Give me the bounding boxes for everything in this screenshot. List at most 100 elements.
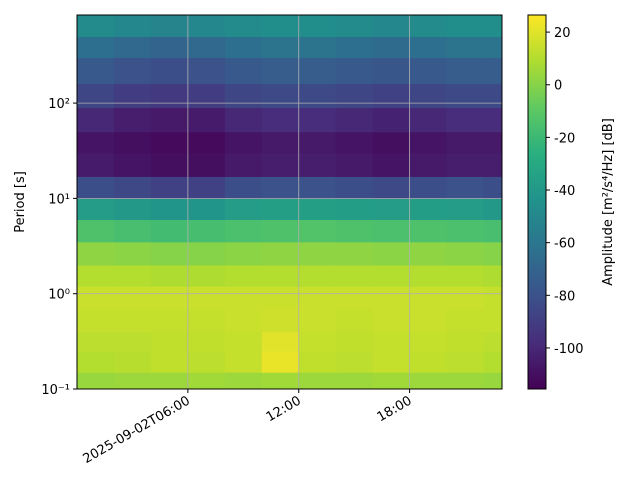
colorbar-tick-label: -100 — [554, 342, 584, 357]
cell — [150, 286, 189, 309]
cell — [335, 219, 374, 243]
cell — [77, 351, 115, 373]
cell — [298, 351, 337, 373]
cell — [187, 83, 226, 108]
cell — [298, 131, 337, 154]
cell — [335, 57, 374, 85]
cell — [483, 265, 503, 287]
cell — [224, 351, 263, 373]
cell — [113, 219, 152, 243]
cell — [483, 131, 503, 154]
cell — [335, 351, 374, 373]
cell — [298, 152, 337, 177]
cell — [446, 152, 485, 177]
cell — [187, 241, 226, 266]
cell — [409, 331, 448, 352]
cell — [113, 241, 152, 266]
cell — [483, 176, 503, 199]
cell — [261, 152, 300, 177]
cell — [150, 176, 189, 199]
cell — [150, 308, 189, 333]
cell — [298, 15, 337, 37]
cell — [77, 83, 115, 108]
cell — [298, 198, 337, 221]
cell — [483, 286, 503, 309]
cell — [409, 351, 448, 373]
cell — [224, 265, 263, 287]
colorbar-tick-label: -20 — [554, 131, 575, 146]
cell — [150, 83, 189, 108]
cell — [261, 131, 300, 154]
cell — [446, 308, 485, 333]
cell — [113, 198, 152, 221]
cell — [150, 198, 189, 221]
cell — [372, 15, 411, 37]
cell — [372, 198, 411, 221]
cell — [335, 83, 374, 108]
cell — [187, 36, 226, 59]
cell — [77, 198, 115, 221]
cell — [113, 265, 152, 287]
cell — [77, 57, 115, 85]
cell — [483, 372, 503, 390]
cell — [409, 131, 448, 154]
cell — [224, 36, 263, 59]
cell — [77, 265, 115, 287]
colorbar-tick-label: -80 — [554, 289, 575, 304]
cell — [335, 152, 374, 177]
cell — [372, 308, 411, 333]
cell — [77, 15, 115, 37]
colorbar-tick-label: -40 — [554, 184, 575, 199]
cell — [150, 265, 189, 287]
cell — [446, 198, 485, 221]
cell — [298, 83, 337, 108]
cell — [77, 286, 115, 309]
cell — [335, 198, 374, 221]
cell — [335, 286, 374, 309]
cell — [224, 57, 263, 85]
cell — [372, 152, 411, 177]
heatmap — [77, 15, 503, 390]
cell — [113, 372, 152, 390]
x-tick-label: 18:00 — [375, 393, 415, 425]
cell — [372, 107, 411, 133]
cell — [372, 176, 411, 199]
cell — [483, 331, 503, 352]
colorbar-tick-label: 20 — [554, 26, 571, 41]
cell — [224, 198, 263, 221]
cell — [77, 331, 115, 352]
x-tick-label: 2025-09-02T06:00 — [81, 393, 193, 466]
y-axis-label: Period [s] — [13, 171, 28, 233]
cell — [113, 331, 152, 352]
cell — [409, 36, 448, 59]
cell — [113, 308, 152, 333]
cell — [187, 331, 226, 352]
cell — [261, 83, 300, 108]
cell — [335, 131, 374, 154]
y-tick-label: 10⁻¹ — [41, 383, 70, 398]
cell — [372, 83, 411, 108]
cell — [335, 36, 374, 59]
cell — [335, 15, 374, 37]
cell — [409, 308, 448, 333]
cell — [335, 176, 374, 199]
cell — [372, 241, 411, 266]
cell — [261, 372, 300, 390]
cell — [261, 351, 300, 373]
cell — [335, 331, 374, 352]
cell — [77, 308, 115, 333]
cell — [150, 131, 189, 154]
cell — [187, 57, 226, 85]
cell — [298, 286, 337, 309]
cell — [261, 176, 300, 199]
cell — [187, 265, 226, 287]
cell — [187, 351, 226, 373]
cell — [150, 351, 189, 373]
cell — [409, 83, 448, 108]
cell — [409, 152, 448, 177]
cell — [187, 198, 226, 221]
cell — [150, 15, 189, 37]
cell — [113, 107, 152, 133]
cell — [261, 15, 300, 37]
